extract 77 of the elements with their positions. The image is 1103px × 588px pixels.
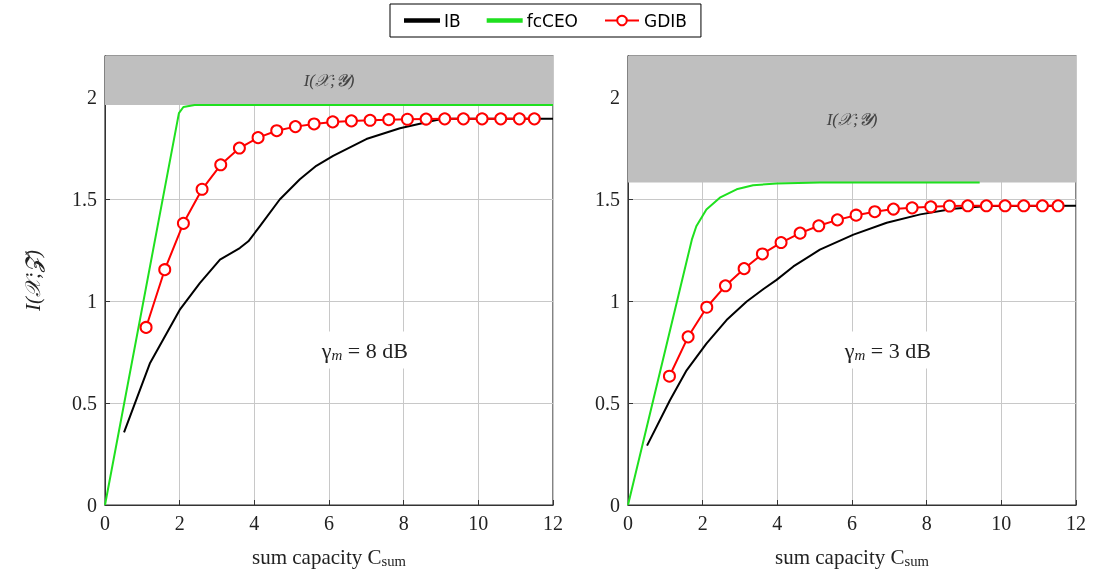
- point: [755, 247, 769, 261]
- y-tick-label: 0: [610, 494, 620, 516]
- point: [718, 279, 732, 293]
- y-tick-label: 1: [610, 289, 620, 312]
- point: [942, 199, 956, 213]
- x-tick-label: 8: [398, 512, 409, 534]
- point: [456, 112, 470, 126]
- point: [868, 205, 882, 219]
- point: [400, 112, 414, 126]
- point: [979, 199, 993, 213]
- point: [830, 213, 844, 227]
- point: [1035, 199, 1049, 213]
- y-tick-label: 1: [87, 289, 97, 312]
- x-tick-label: 2: [174, 512, 185, 534]
- point: [251, 131, 265, 145]
- x-tick-label: 4: [249, 512, 260, 534]
- legend-label: IB: [444, 10, 461, 31]
- point: [793, 226, 807, 240]
- point: [419, 112, 433, 126]
- point: [812, 219, 826, 233]
- point: [139, 320, 153, 334]
- x-tick-label: 10: [468, 512, 489, 534]
- point: [176, 216, 190, 230]
- point: [363, 113, 377, 127]
- y-tick-label: 2: [87, 85, 97, 108]
- point: [1017, 199, 1031, 213]
- point: [681, 330, 695, 344]
- annotation: γm = 8 dB: [320, 337, 408, 364]
- point: [512, 112, 526, 126]
- annotation: γm = 3 dB: [843, 337, 931, 364]
- line-series: [627, 181, 981, 506]
- point: [886, 202, 900, 216]
- point: [662, 369, 676, 383]
- band-label: I(𝒳;𝓨): [825, 109, 878, 129]
- x-tick-label: 12: [543, 512, 563, 534]
- point: [475, 112, 489, 126]
- point: [344, 114, 358, 128]
- y-tick-label: 1.5: [595, 187, 620, 210]
- point: [527, 112, 541, 126]
- y-tick-label: 0.5: [72, 391, 97, 414]
- x-axis-title: sum capacity Csum: [775, 544, 930, 569]
- point: [737, 262, 751, 276]
- x-tick-label: 12: [1066, 512, 1086, 534]
- y-axis-title: I(𝒳;𝓩): [20, 250, 45, 312]
- point: [1051, 199, 1065, 213]
- x-tick-label: 10: [991, 512, 1012, 534]
- point: [326, 115, 340, 129]
- point: [288, 120, 302, 134]
- point: [924, 200, 938, 214]
- y-tick-label: 0: [87, 494, 97, 516]
- point: [382, 113, 396, 127]
- point: [307, 117, 321, 131]
- x-tick-label: 6: [324, 512, 334, 534]
- legend-label: GDIB: [644, 10, 687, 31]
- legend-label: fcCEO: [526, 10, 578, 31]
- point: [158, 263, 172, 277]
- point: [905, 201, 919, 215]
- point: [270, 124, 284, 138]
- y-tick-label: 1.5: [72, 187, 97, 210]
- point: [438, 112, 452, 126]
- point: [214, 158, 228, 172]
- point: [998, 199, 1012, 213]
- y-tick-label: 0.5: [595, 391, 620, 414]
- x-tick-label: 2: [697, 512, 708, 534]
- x-tick-label: 6: [847, 512, 857, 534]
- x-axis-title: sum capacity Csum: [252, 544, 407, 569]
- y-tick-label: 2: [610, 85, 620, 108]
- band-label: I(𝒳;𝓨): [302, 70, 355, 90]
- point: [195, 182, 209, 196]
- point: [774, 236, 788, 250]
- point: [232, 141, 246, 155]
- point: [961, 199, 975, 213]
- point: [700, 300, 714, 314]
- point: [494, 112, 508, 126]
- x-tick-label: 8: [921, 512, 932, 534]
- point: [849, 208, 863, 222]
- x-tick-label: 4: [772, 512, 783, 534]
